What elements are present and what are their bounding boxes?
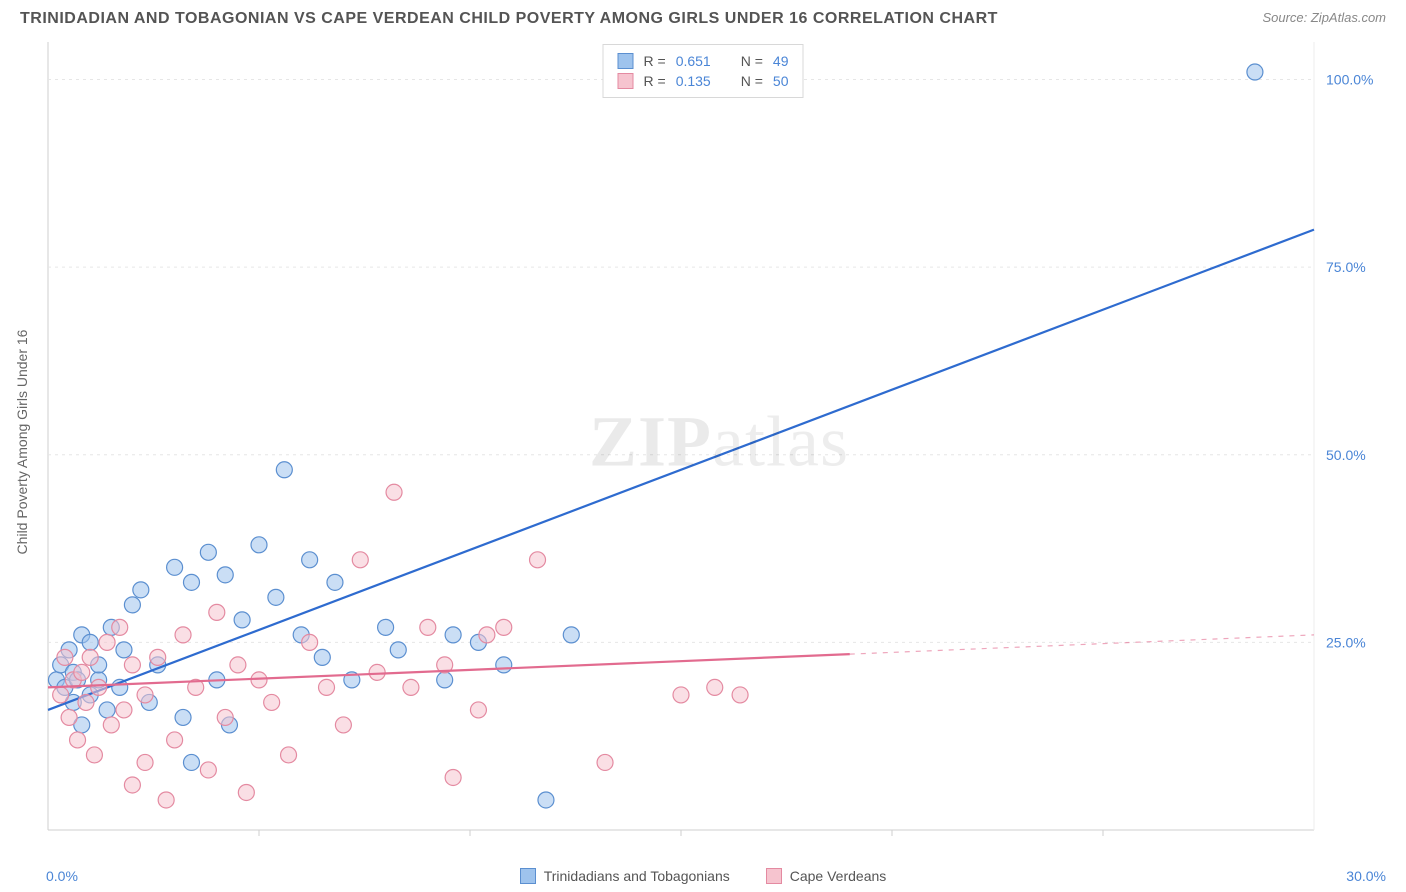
n-value-2: 50 — [773, 73, 789, 89]
svg-text:100.0%: 100.0% — [1326, 72, 1373, 88]
chart-title: TRINIDADIAN AND TOBAGONIAN VS CAPE VERDE… — [20, 10, 998, 28]
svg-text:50.0%: 50.0% — [1326, 447, 1366, 463]
series-legend: Trinidadians and Tobagonians Cape Verdea… — [0, 868, 1406, 884]
legend-label-2: Cape Verdeans — [790, 868, 887, 884]
swatch-blue-icon — [618, 53, 634, 69]
r-label: R = — [644, 73, 666, 89]
legend-item-1: Trinidadians and Tobagonians — [520, 868, 730, 884]
n-label: N = — [741, 73, 763, 89]
y-axis-label: Child Poverty Among Girls Under 16 — [14, 330, 30, 555]
swatch-pink-icon — [766, 868, 782, 884]
swatch-pink-icon — [618, 73, 634, 89]
source-label: Source: ZipAtlas.com — [1262, 10, 1386, 25]
svg-text:25.0%: 25.0% — [1326, 634, 1366, 650]
r-value-2: 0.135 — [676, 73, 711, 89]
n-value-1: 49 — [773, 53, 789, 69]
scatter-plot: 25.0% 50.0% 75.0% 100.0% — [42, 40, 1396, 844]
stats-row-2: R = 0.135 N = 50 — [618, 71, 789, 91]
r-value-1: 0.651 — [676, 53, 711, 69]
legend-item-2: Cape Verdeans — [766, 868, 887, 884]
n-label: N = — [741, 53, 763, 69]
stats-legend: R = 0.651 N = 49 R = 0.135 N = 50 — [603, 44, 804, 98]
legend-label-1: Trinidadians and Tobagonians — [544, 868, 730, 884]
chart-area: Child Poverty Among Girls Under 16 25.0%… — [42, 40, 1396, 844]
swatch-blue-icon — [520, 868, 536, 884]
stats-row-1: R = 0.651 N = 49 — [618, 51, 789, 71]
r-label: R = — [644, 53, 666, 69]
svg-text:75.0%: 75.0% — [1326, 259, 1366, 275]
